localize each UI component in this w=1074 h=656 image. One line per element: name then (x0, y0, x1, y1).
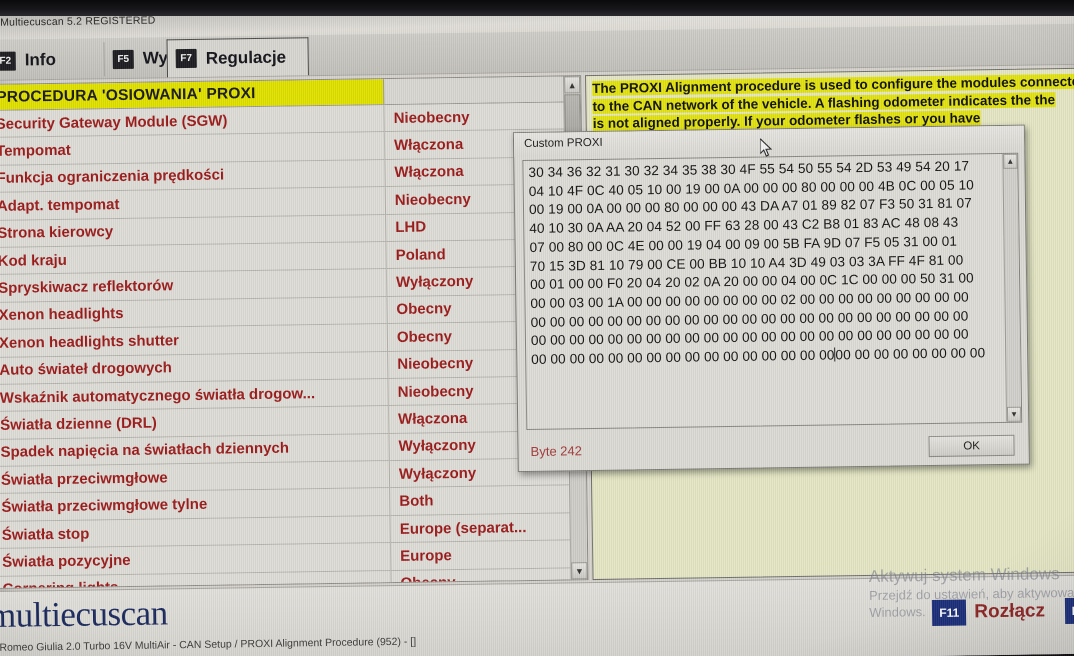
grid-body[interactable]: Security Gateway Module (SGW) Nieobecny Te… (0, 102, 588, 589)
keycap-f11: F11 (932, 599, 967, 627)
grid-header-value (383, 76, 564, 105)
row-parameter-value[interactable]: Nieobecny (383, 102, 564, 132)
scroll-up-icon[interactable]: ▲ (564, 76, 581, 94)
hex-text-before-caret: 00 00 00 00 00 00 00 00 00 00 00 00 00 0… (531, 347, 835, 367)
byte-position-label: Byte 242 (530, 443, 583, 459)
scroll-down-icon[interactable]: ▼ (1007, 406, 1022, 422)
row-parameter-value[interactable]: Both (389, 485, 570, 515)
row-parameter-value[interactable]: Europe (separat... (389, 513, 570, 543)
hex-editor[interactable]: 30 34 36 32 31 30 32 34 35 38 30 4F 55 5… (522, 152, 1023, 431)
row-parameter-value[interactable]: Europe (389, 540, 571, 570)
keycap-f10[interactable]: F10 (1064, 597, 1074, 625)
dialog-title: Custom PROXI (523, 136, 603, 151)
hex-content[interactable]: 30 34 36 32 31 30 32 34 35 38 30 4F 55 5… (528, 157, 985, 369)
tab-regulacje[interactable]: F7 Regulacje (166, 37, 310, 78)
tab-info-label: Info (24, 49, 57, 70)
keycap-f5: F5 (112, 49, 134, 69)
ok-button[interactable]: OK (928, 434, 1015, 458)
custom-proxi-dialog: Custom PROXI 30 34 36 32 31 30 32 34 35 … (512, 124, 1030, 473)
app-title: Multiecuscan 5.2 REGISTERED (0, 14, 156, 29)
scroll-up-icon[interactable]: ▲ (1003, 153, 1018, 169)
proxi-parameter-grid: PROCEDURA 'OSIOWANIA' PROXI Security Gat… (0, 75, 589, 589)
brand-logo: multiecuscan (0, 593, 168, 636)
info-paragraph: The PROXI Alignment procedure is used to… (592, 72, 1074, 132)
scroll-down-icon[interactable]: ▼ (571, 562, 588, 580)
keycap-f7: F7 (175, 48, 197, 69)
tab-regulacje-label: Regulacje (205, 47, 287, 68)
keycap-f2: F2 (0, 51, 16, 71)
dialog-titlebar: Custom PROXI (513, 125, 1025, 158)
hex-scrollbar[interactable]: ▲ ▼ (1002, 153, 1022, 422)
hex-text-after-caret: 00 00 00 00 00 00 00 00 (835, 345, 986, 363)
status-bar-text: Romeo Giulia 2.0 Turbo 16V MultiAir - CA… (0, 635, 417, 654)
bottom-bar: multiecuscan Romeo Giulia 2.0 Turbo 16V … (0, 574, 1074, 656)
monitor-bezel (0, 0, 1074, 16)
tab-info[interactable]: F2 Info (0, 42, 105, 78)
disconnect-label: Rozłącz (974, 600, 1046, 623)
disconnect-button[interactable]: F11 Rozłącz (932, 598, 1046, 627)
